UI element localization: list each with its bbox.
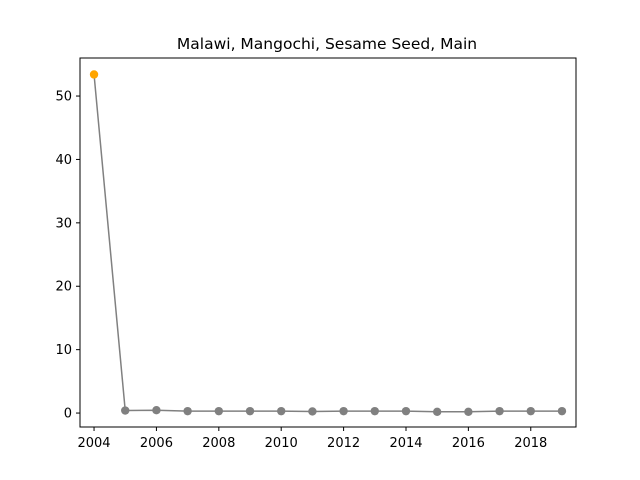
y-tick-label: 20: [55, 280, 72, 295]
highlighted-data-point: [89, 70, 99, 79]
data-point: [495, 406, 504, 416]
data-point: [526, 406, 535, 416]
x-tick-label: 2016: [452, 436, 485, 451]
x-tick-label: 2012: [327, 436, 360, 451]
x-axis-ticks: 2004 2006 2008 2010 2012 2014 2016 2018: [77, 427, 547, 451]
y-axis-ticks: 0 10 20 30 40 50: [55, 90, 80, 422]
x-tick-label: 2004: [77, 436, 110, 451]
series-layer: [89, 70, 567, 416]
y-tick-label: 30: [55, 216, 72, 231]
data-point: [370, 406, 379, 416]
x-tick-label: 2010: [265, 436, 298, 451]
data-point: [464, 407, 473, 416]
plot-area-frame: [79, 57, 577, 428]
data-point: [432, 407, 442, 416]
x-tick-label: 2008: [202, 436, 235, 451]
data-point: [152, 405, 161, 415]
data-point: [245, 406, 255, 416]
x-tick-label: 2006: [140, 436, 173, 451]
y-tick-label: 40: [55, 153, 72, 168]
data-point: [214, 406, 224, 416]
series-line: [93, 74, 562, 413]
data-point: [121, 406, 130, 415]
data-point: [183, 406, 192, 416]
data-point: [277, 406, 286, 416]
chart-title: Malawi, Mangochi, Sesame Seed, Main: [177, 35, 477, 53]
x-tick-label: 2018: [514, 436, 547, 451]
y-tick-label: 0: [64, 407, 72, 422]
x-tick-label: 2014: [389, 436, 422, 451]
data-point: [401, 406, 411, 416]
data-point: [308, 407, 317, 416]
y-tick-label: 50: [55, 90, 72, 105]
y-tick-label: 10: [55, 343, 72, 358]
data-point: [557, 406, 567, 416]
data-point: [339, 406, 348, 416]
